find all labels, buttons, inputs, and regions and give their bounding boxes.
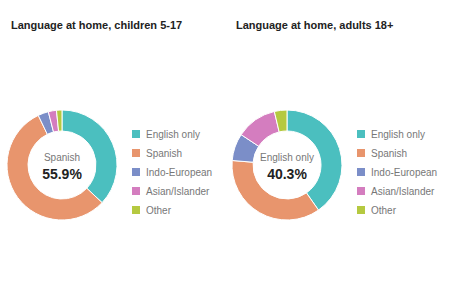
svg-text:Spanish: Spanish	[371, 148, 407, 159]
svg-text:40.3%: 40.3%	[267, 166, 307, 182]
svg-text:Language at home, adults 18+: Language at home, adults 18+	[236, 19, 393, 31]
svg-text:English only: English only	[260, 152, 314, 163]
svg-text:Spanish: Spanish	[44, 152, 80, 163]
svg-text:Other: Other	[371, 205, 397, 216]
svg-text:Indo-European: Indo-European	[371, 167, 437, 178]
svg-text:English only: English only	[371, 129, 425, 140]
svg-text:English only: English only	[146, 129, 200, 140]
svg-text:Language at home, children 5-1: Language at home, children 5-17	[11, 19, 182, 31]
svg-text:55.9%: 55.9%	[42, 166, 82, 182]
svg-text:Asian/Islander: Asian/Islander	[146, 186, 210, 197]
svg-text:Spanish: Spanish	[146, 148, 182, 159]
svg-text:Other: Other	[146, 205, 172, 216]
svg-text:Asian/Islander: Asian/Islander	[371, 186, 435, 197]
svg-text:Indo-European: Indo-European	[146, 167, 212, 178]
